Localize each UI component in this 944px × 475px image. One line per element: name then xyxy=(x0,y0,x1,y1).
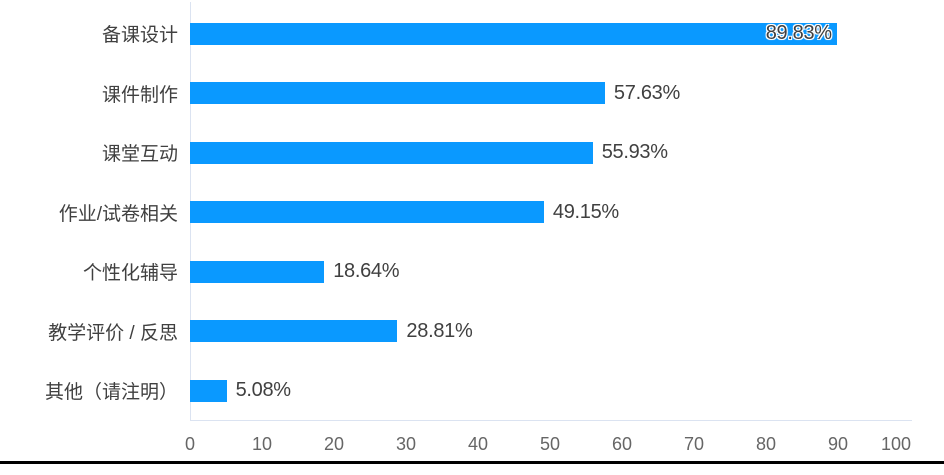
x-axis-tick-label: 100 xyxy=(880,434,911,454)
x-axis-tick-label: 80 xyxy=(755,434,777,454)
value-label: 55.93% xyxy=(601,141,668,164)
category-label: 课件制作 xyxy=(101,84,178,106)
value-label: 89.83% xyxy=(765,22,832,45)
value-label: 57.63% xyxy=(613,81,680,104)
category-label: 备课设计 xyxy=(101,25,178,47)
bar[interactable] xyxy=(190,260,325,283)
category-label: 课堂互动 xyxy=(101,144,178,166)
x-axis-tick-label: 70 xyxy=(683,434,705,454)
bar[interactable] xyxy=(190,379,227,402)
value-label: 28.81% xyxy=(406,319,473,342)
bar[interactable] xyxy=(190,141,593,164)
x-axis-tick-label: 30 xyxy=(395,434,417,454)
category-label: 个性化辅导 xyxy=(82,263,178,285)
value-label: 18.64% xyxy=(333,260,400,283)
chart-row: 课堂互动 55.93% xyxy=(0,123,944,183)
x-axis-tick-label: 40 xyxy=(467,434,489,454)
x-axis-tick-label: 90 xyxy=(827,434,849,454)
chart-row: 作业/试卷相关 49.15% xyxy=(0,183,944,243)
category-label: 其他（请注明） xyxy=(44,382,178,404)
bar[interactable] xyxy=(190,320,398,343)
chart-row: 课件制作 57.63% xyxy=(0,64,944,124)
chart-row: 其他（请注明） 5.08% xyxy=(0,361,944,421)
category-label: 作业/试卷相关 xyxy=(58,203,178,225)
x-axis-tick-label: 50 xyxy=(539,434,561,454)
bar[interactable] xyxy=(190,82,605,105)
chart-row: 备课设计 89.83% xyxy=(0,4,944,64)
x-axis-tick-label: 10 xyxy=(251,434,273,454)
chart-row: 个性化辅导 18.64% xyxy=(0,242,944,302)
bar[interactable] xyxy=(190,201,544,224)
chart-row: 教学评价 / 反思 28.81% xyxy=(0,302,944,362)
x-axis-line xyxy=(190,420,912,421)
category-label: 教学评价 / 反思 xyxy=(48,322,178,344)
bottom-divider-line xyxy=(0,461,944,464)
bar[interactable] xyxy=(190,22,837,45)
x-axis-tick-label: 20 xyxy=(323,434,345,454)
value-label: 49.15% xyxy=(552,200,619,223)
x-axis-tick-label: 0 xyxy=(184,434,196,454)
x-axis-tick-label: 60 xyxy=(611,434,633,454)
value-label: 5.08% xyxy=(235,379,292,402)
